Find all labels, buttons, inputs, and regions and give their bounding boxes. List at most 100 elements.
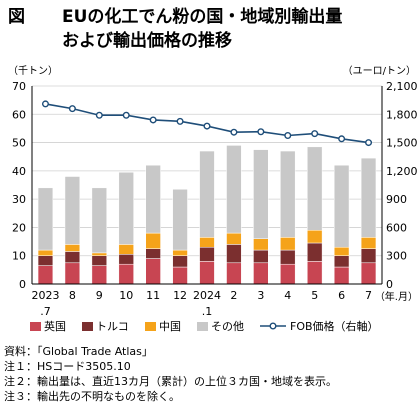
bar-segment — [64, 244, 81, 252]
note-2: 注２：輸出量は、直近13カ月（累計）の上位３カ国・地域を表示。 — [4, 375, 337, 388]
legend-label: 英国 — [44, 319, 66, 333]
legend-swatch — [197, 322, 208, 331]
x-tick-label: 5 — [311, 289, 318, 302]
x-axis-unit: （年.月） — [375, 290, 418, 303]
y2-tick-label: 1,500 — [386, 137, 418, 150]
y2-tick-label: 300 — [386, 250, 407, 263]
figure-label: 図 — [8, 7, 25, 27]
bar-segment — [307, 242, 323, 262]
legend-label: その他 — [211, 320, 244, 333]
x-tick-label: .7 — [40, 305, 51, 318]
bar-segment — [253, 262, 269, 285]
y2-tick-label: 600 — [386, 221, 407, 234]
bar-segment — [91, 252, 107, 256]
bar-segment — [333, 246, 350, 256]
legend-swatch — [82, 322, 93, 331]
bar-segment — [199, 150, 215, 238]
x-tick-label: 2024 — [193, 289, 221, 302]
fob-price-point — [338, 135, 346, 143]
fob-price-point — [257, 128, 265, 136]
y2-tick-label: 900 — [386, 193, 407, 206]
bar-segment — [307, 230, 323, 244]
x-tick-label: .1 — [202, 305, 213, 318]
bar-segment — [333, 266, 350, 285]
y-tick-label: 70 — [12, 80, 26, 93]
bar-segment — [145, 258, 161, 285]
legend-swatch — [30, 322, 41, 331]
legend-label: FOB価格（右軸） — [290, 319, 379, 333]
x-tick-label: 12 — [173, 289, 187, 302]
bar-segment — [172, 188, 188, 251]
bar-segment — [118, 254, 134, 265]
y2-tick-label: 1,200 — [386, 165, 418, 178]
bar-segment — [333, 164, 350, 248]
fob-price-point — [365, 139, 373, 147]
fob-price-point — [203, 122, 211, 130]
x-tick-label: 3 — [257, 289, 264, 302]
title-line-2: および輸出価格の推移 — [62, 31, 232, 51]
fob-price-point — [230, 128, 238, 136]
bar-segment — [64, 251, 81, 264]
bar-segment — [64, 262, 81, 285]
bar-segment — [360, 248, 377, 264]
bar-segment — [118, 263, 134, 285]
fob-price-point — [95, 111, 103, 119]
bar-segment — [37, 249, 54, 256]
x-tick-label: 2023 — [31, 289, 59, 302]
bar-segment — [280, 150, 296, 238]
x-tick-label: 6 — [338, 289, 345, 302]
bar-segment — [145, 232, 161, 249]
bar-segment — [172, 266, 188, 285]
bar-segment — [226, 145, 242, 234]
bar-segment — [280, 263, 296, 285]
legend-line-marker — [269, 322, 277, 330]
bar-segment — [172, 249, 188, 256]
y-tick-label: 10 — [12, 250, 26, 263]
note-1: 注１：HSコード3505.10 — [4, 360, 131, 373]
bar-segment — [37, 265, 54, 285]
bar-segment — [199, 237, 215, 248]
right-axis-unit: （ユーロ/トン） — [343, 65, 416, 77]
y2-tick-label: 2,100 — [386, 80, 418, 93]
title-line-1: EUの化工でん粉の国・地域別輸出量 — [62, 7, 343, 27]
bar-segment — [253, 149, 269, 239]
x-tick-label: 2 — [230, 289, 237, 302]
fob-price-point — [41, 100, 49, 108]
x-tick-label: 11 — [146, 289, 160, 302]
bar-segment — [226, 232, 242, 245]
bar-segment — [360, 237, 377, 249]
bar-segment — [360, 262, 377, 285]
fob-price-point — [176, 117, 184, 125]
bar-segment — [253, 249, 269, 264]
bar-segment — [226, 262, 242, 285]
x-tick-label: 7 — [365, 289, 372, 302]
legend-label: トルコ — [96, 320, 129, 333]
y-tick-label: 20 — [12, 221, 26, 234]
y-tick-label: 60 — [12, 108, 26, 121]
left-axis-unit: （千トン） — [8, 65, 58, 77]
x-tick-label: 4 — [284, 289, 291, 302]
fob-price-point — [149, 116, 157, 124]
bar-segment — [172, 255, 188, 268]
fob-price-point — [122, 111, 130, 119]
figure-title: 図 EUの化工でん粉の国・地域別輸出量 および輸出価格の推移 — [0, 0, 420, 52]
bar-segment — [280, 237, 296, 251]
bar-segment — [253, 238, 269, 251]
y2-tick-label: 0 — [386, 278, 393, 291]
x-tick-label: 9 — [96, 289, 103, 302]
stacked-bar-line-chart: （千トン） （ユーロ/トン） 0 10 20 30 40 50 60 70 0 300 600 900 1,… — [8, 65, 418, 333]
legend-label: 中国 — [159, 320, 181, 333]
y-tick-label: 50 — [12, 137, 26, 150]
legend-swatch — [145, 322, 156, 331]
source-note: 資料：「Global Trade Atlas」 — [4, 345, 153, 358]
bar-segment — [64, 176, 81, 245]
note-3: 注３：輸出先の不明なものを除く。 — [4, 390, 180, 403]
x-tick-label: 10 — [119, 289, 133, 302]
bar-segment — [199, 246, 215, 262]
bar-segment — [360, 157, 377, 238]
bar-segment — [145, 248, 161, 259]
bar-segment — [226, 244, 242, 264]
bar-segment — [91, 265, 107, 285]
bar-segment — [37, 255, 54, 266]
bar-segment — [307, 146, 323, 231]
